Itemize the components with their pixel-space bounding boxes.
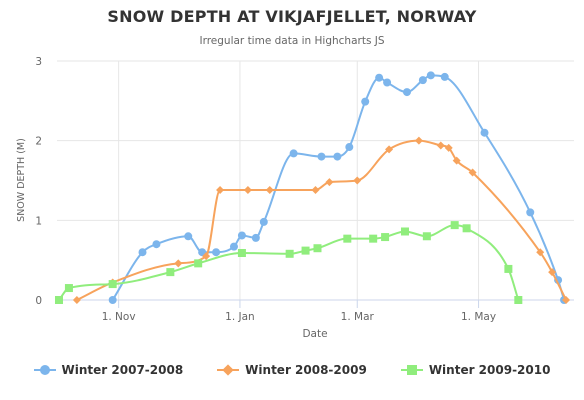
x-tick-label: 1. Mar: [341, 311, 375, 323]
x-tick-label: 1. Nov: [102, 311, 136, 323]
data-point[interactable]: [289, 149, 298, 158]
data-point[interactable]: [108, 280, 117, 289]
data-point[interactable]: [452, 156, 461, 165]
legend-label: Winter 2009-2010: [428, 363, 551, 377]
data-point[interactable]: [64, 284, 73, 293]
data-point[interactable]: [361, 97, 370, 106]
data-point[interactable]: [311, 186, 320, 195]
data-point[interactable]: [229, 242, 238, 251]
y-tick-label: 1: [35, 215, 42, 227]
data-point[interactable]: [468, 168, 477, 177]
data-point[interactable]: [138, 248, 147, 257]
data-point[interactable]: [526, 208, 535, 217]
data-point[interactable]: [325, 178, 334, 187]
y-tick-labels: 0 1 2 3: [35, 56, 42, 307]
data-point[interactable]: [548, 268, 557, 277]
series-line: [111, 74, 566, 301]
data-point[interactable]: [265, 186, 274, 195]
data-point[interactable]: [402, 88, 411, 97]
data-point[interactable]: [426, 71, 435, 80]
legend-item-winter-2008-2009[interactable]: Winter 2008-2009: [217, 363, 367, 377]
data-point[interactable]: [422, 232, 431, 241]
series-group: [54, 71, 571, 304]
data-point[interactable]: [202, 252, 211, 261]
data-point[interactable]: [462, 224, 471, 233]
data-point[interactable]: [54, 296, 63, 304]
data-point[interactable]: [514, 296, 523, 304]
legend-label: Winter 2007-2008: [61, 363, 184, 377]
x-tick-marks: [118, 300, 480, 308]
grid-lines: [57, 60, 574, 300]
data-point[interactable]: [369, 234, 378, 243]
series-2: [72, 136, 571, 304]
data-point[interactable]: [237, 248, 246, 257]
y-tick-label: 0: [35, 295, 42, 307]
x-tick-labels: 1. Nov 1. Jan 1. Mar 1. May: [102, 311, 496, 323]
data-point[interactable]: [536, 248, 545, 257]
data-point[interactable]: [237, 231, 246, 240]
data-point[interactable]: [385, 145, 394, 154]
data-point[interactable]: [333, 152, 342, 161]
data-point[interactable]: [436, 141, 445, 150]
data-point[interactable]: [353, 176, 362, 185]
x-tick-label: 1. Jan: [225, 311, 255, 323]
data-point[interactable]: [562, 296, 571, 304]
data-point[interactable]: [216, 186, 225, 195]
data-point[interactable]: [450, 221, 459, 230]
data-point[interactable]: [480, 128, 489, 137]
series-3: [54, 221, 523, 304]
data-point[interactable]: [152, 240, 161, 249]
data-point[interactable]: [444, 143, 453, 152]
x-tick-label: 1. May: [461, 311, 496, 323]
series-line: [58, 224, 520, 301]
data-point[interactable]: [72, 296, 81, 304]
y-tick-label: 2: [35, 136, 42, 148]
data-point[interactable]: [345, 143, 354, 152]
legend-diamond-icon: [217, 364, 240, 376]
data-point[interactable]: [285, 249, 294, 258]
data-point[interactable]: [414, 136, 423, 145]
legend-label: Winter 2008-2009: [245, 363, 367, 377]
data-point[interactable]: [383, 78, 392, 87]
data-point[interactable]: [343, 234, 352, 243]
data-point[interactable]: [400, 227, 409, 236]
legend-item-winter-2007-2008[interactable]: Winter 2007-2008: [33, 363, 184, 377]
data-point[interactable]: [259, 217, 268, 226]
x-axis-title: Date: [302, 328, 327, 340]
data-point[interactable]: [418, 76, 427, 85]
y-axis-title: SNOW DEPTH (M): [16, 138, 27, 222]
data-point[interactable]: [251, 233, 260, 242]
data-point[interactable]: [504, 264, 513, 273]
data-point[interactable]: [166, 268, 175, 277]
data-point[interactable]: [194, 259, 203, 268]
data-point[interactable]: [317, 152, 326, 161]
legend-item-winter-2009-2010[interactable]: Winter 2009-2010: [400, 363, 551, 377]
data-point[interactable]: [243, 186, 252, 195]
chart-title: SNOW DEPTH AT VIKJAFJELLET, NORWAY: [107, 7, 477, 26]
y-tick-label: 3: [35, 56, 42, 68]
data-point[interactable]: [108, 296, 117, 304]
legend-square-icon: [400, 364, 423, 376]
data-point[interactable]: [440, 72, 449, 81]
chart-subtitle: Irregular time data in Highcharts JS: [199, 35, 385, 47]
data-point[interactable]: [313, 244, 322, 253]
data-point[interactable]: [381, 233, 390, 242]
data-point[interactable]: [375, 73, 384, 82]
data-point[interactable]: [301, 246, 310, 255]
data-point[interactable]: [174, 259, 183, 268]
chart-legend: Winter 2007-2008 Winter 2008-2009 Winter…: [0, 363, 584, 377]
data-point[interactable]: [212, 248, 221, 257]
data-point[interactable]: [184, 232, 193, 241]
legend-circle-icon: [33, 364, 56, 376]
